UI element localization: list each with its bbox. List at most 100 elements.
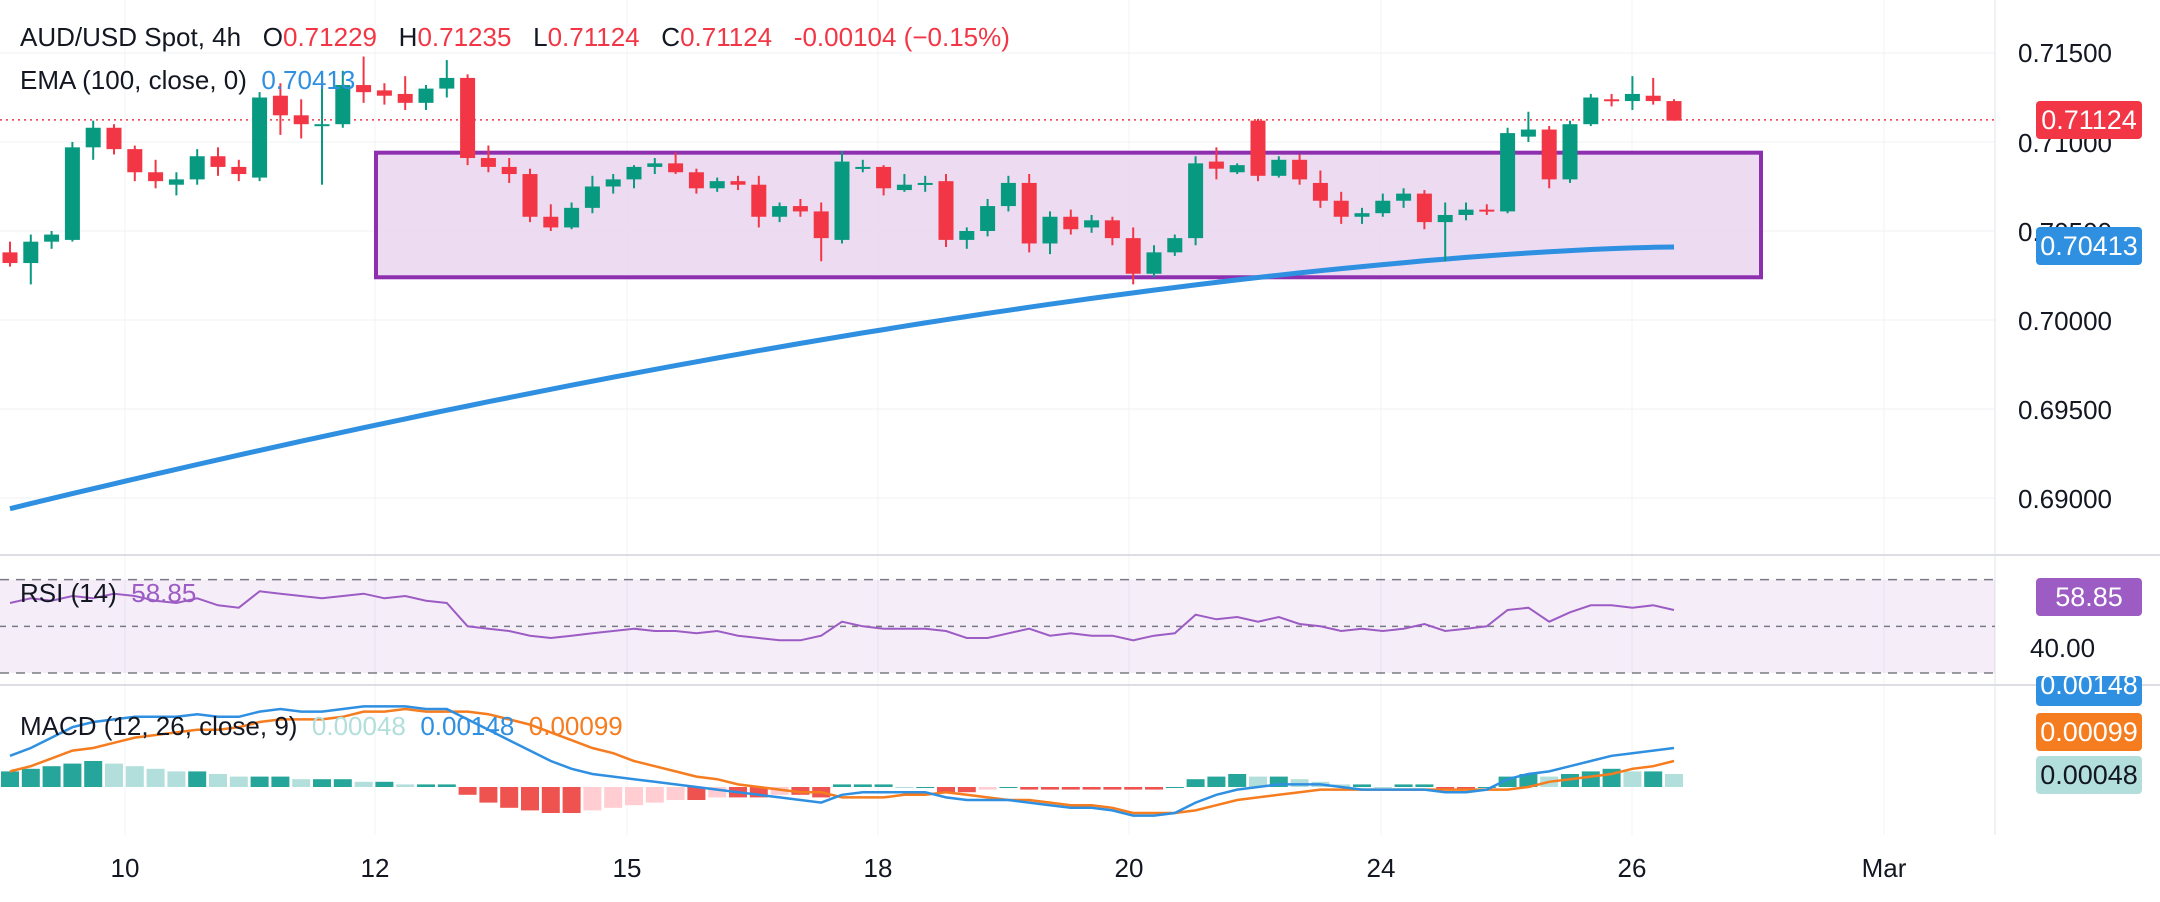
candle-body bbox=[1520, 129, 1536, 137]
macd-histogram-bar bbox=[313, 779, 331, 787]
candle-body bbox=[605, 179, 621, 187]
candle-body bbox=[668, 163, 684, 173]
candle-body bbox=[1167, 238, 1183, 253]
macd-histogram-bar bbox=[749, 787, 768, 798]
macd-histogram-bar bbox=[1561, 774, 1579, 787]
macd-histogram-bar bbox=[21, 768, 40, 787]
candle-body bbox=[938, 181, 954, 240]
macd-histogram-bar bbox=[1, 771, 19, 787]
candle-body bbox=[480, 158, 496, 167]
macd-label: MACD (12, 26, close, 9) bbox=[20, 711, 298, 741]
x-tick: 10 bbox=[110, 853, 140, 883]
ema-value: 0.70413 bbox=[261, 65, 356, 95]
candle-body bbox=[730, 181, 746, 185]
macd-histogram-bar bbox=[1269, 776, 1288, 787]
macd-histogram-bar bbox=[916, 787, 935, 788]
x-tick: Mar bbox=[1861, 853, 1907, 883]
candle-body bbox=[1000, 182, 1016, 207]
candle-body bbox=[1084, 220, 1100, 228]
macd-signal-value: 0.00099 bbox=[528, 711, 623, 741]
macd-histogram-bar bbox=[666, 787, 685, 800]
macd-histogram-bar bbox=[1332, 784, 1351, 787]
macd-histogram-bar bbox=[583, 787, 602, 811]
candle-body bbox=[127, 149, 143, 173]
candle-body bbox=[2, 252, 18, 264]
macd-histogram-bar bbox=[1353, 784, 1371, 787]
macd-histogram-bar bbox=[1041, 787, 1059, 790]
candle-body bbox=[1312, 182, 1328, 201]
candle-body bbox=[980, 206, 996, 231]
symbol-title: AUD/USD Spot, 4h bbox=[20, 22, 242, 52]
candle-body bbox=[751, 184, 767, 217]
candle-body bbox=[543, 216, 559, 228]
candle-body bbox=[1292, 159, 1308, 180]
symbol-legend: AUD/USD Spot, 4h O0.71229 H0.71235 L0.71… bbox=[20, 22, 1010, 53]
candle-body bbox=[647, 163, 663, 167]
macd-histogram-bar bbox=[937, 787, 955, 793]
macd-histogram-bar bbox=[770, 787, 789, 795]
candle-body bbox=[376, 90, 392, 96]
macd-histogram-bar bbox=[521, 787, 539, 811]
price-tick: 0.71500 bbox=[2018, 38, 2112, 68]
macd-histogram-bar bbox=[333, 779, 352, 787]
macd-histogram-bar bbox=[957, 787, 976, 793]
macd-histogram-bar bbox=[562, 787, 581, 813]
consolidation-box bbox=[374, 150, 1763, 280]
candle-body bbox=[1645, 95, 1661, 102]
high-value: 0.71235 bbox=[417, 22, 512, 52]
macd-histogram-bar bbox=[105, 763, 123, 787]
candle-body bbox=[272, 95, 288, 116]
macd-histogram-bar bbox=[167, 771, 186, 787]
candle-body bbox=[1666, 101, 1682, 121]
macd-histogram-bar bbox=[1290, 779, 1309, 787]
candle-body bbox=[896, 184, 912, 191]
macd-histogram-bar bbox=[42, 766, 61, 787]
candle-body bbox=[1104, 220, 1120, 239]
macd-histogram-bar bbox=[1394, 784, 1413, 787]
macd-histogram-bar bbox=[1124, 787, 1143, 790]
candle-body bbox=[1021, 182, 1037, 244]
macd-histogram-bar bbox=[479, 787, 498, 803]
macd-histogram-bar bbox=[1665, 774, 1683, 787]
candle-body bbox=[460, 77, 476, 159]
candle-body bbox=[1500, 133, 1516, 212]
candle-body bbox=[231, 166, 247, 175]
candle-body bbox=[1458, 209, 1474, 215]
price-tick: 0.69000 bbox=[2018, 484, 2112, 514]
macd-histogram-bar bbox=[604, 787, 623, 808]
macd-histogram-bar bbox=[146, 768, 165, 787]
macd-histogram-bar bbox=[1186, 779, 1205, 787]
macd-histogram-bar bbox=[833, 784, 851, 787]
ema-tag: 0.70413 bbox=[2036, 227, 2142, 265]
candle-body bbox=[1042, 216, 1058, 244]
ema-legend: EMA (100, close, 0) 0.70413 bbox=[20, 65, 355, 96]
macd-histogram-bar bbox=[687, 787, 706, 800]
candle-body bbox=[1188, 163, 1204, 239]
macd-histogram-bar bbox=[1519, 774, 1538, 787]
macd-histogram-bar bbox=[1373, 787, 1392, 788]
macd-histogram-bar bbox=[417, 784, 435, 787]
candle-body bbox=[418, 88, 434, 103]
macd-histogram-bar bbox=[1415, 784, 1434, 787]
candle-body bbox=[1063, 216, 1079, 230]
candle-body bbox=[1479, 209, 1495, 212]
macd-histogram-bar bbox=[84, 761, 103, 787]
rsi-legend: RSI (14) 58.85 bbox=[20, 578, 196, 609]
x-tick: 26 bbox=[1617, 853, 1647, 883]
candle-body bbox=[44, 234, 60, 242]
candle-body bbox=[106, 127, 122, 150]
candle-body bbox=[1416, 193, 1432, 223]
macd-line-value: 0.00148 bbox=[420, 711, 515, 741]
candle-body bbox=[64, 147, 80, 240]
low-value: 0.71124 bbox=[547, 22, 640, 52]
candle-body bbox=[501, 166, 517, 175]
macd-histogram-bar bbox=[125, 766, 144, 787]
candle-body bbox=[1375, 200, 1391, 214]
macd-histogram-bar bbox=[1249, 776, 1267, 787]
x-tick: 24 bbox=[1366, 853, 1396, 883]
rsi-line bbox=[9, 590, 1675, 642]
macd-histogram-bar bbox=[354, 781, 373, 787]
macd-histogram-bar bbox=[1207, 776, 1226, 787]
candle-body bbox=[876, 166, 892, 189]
